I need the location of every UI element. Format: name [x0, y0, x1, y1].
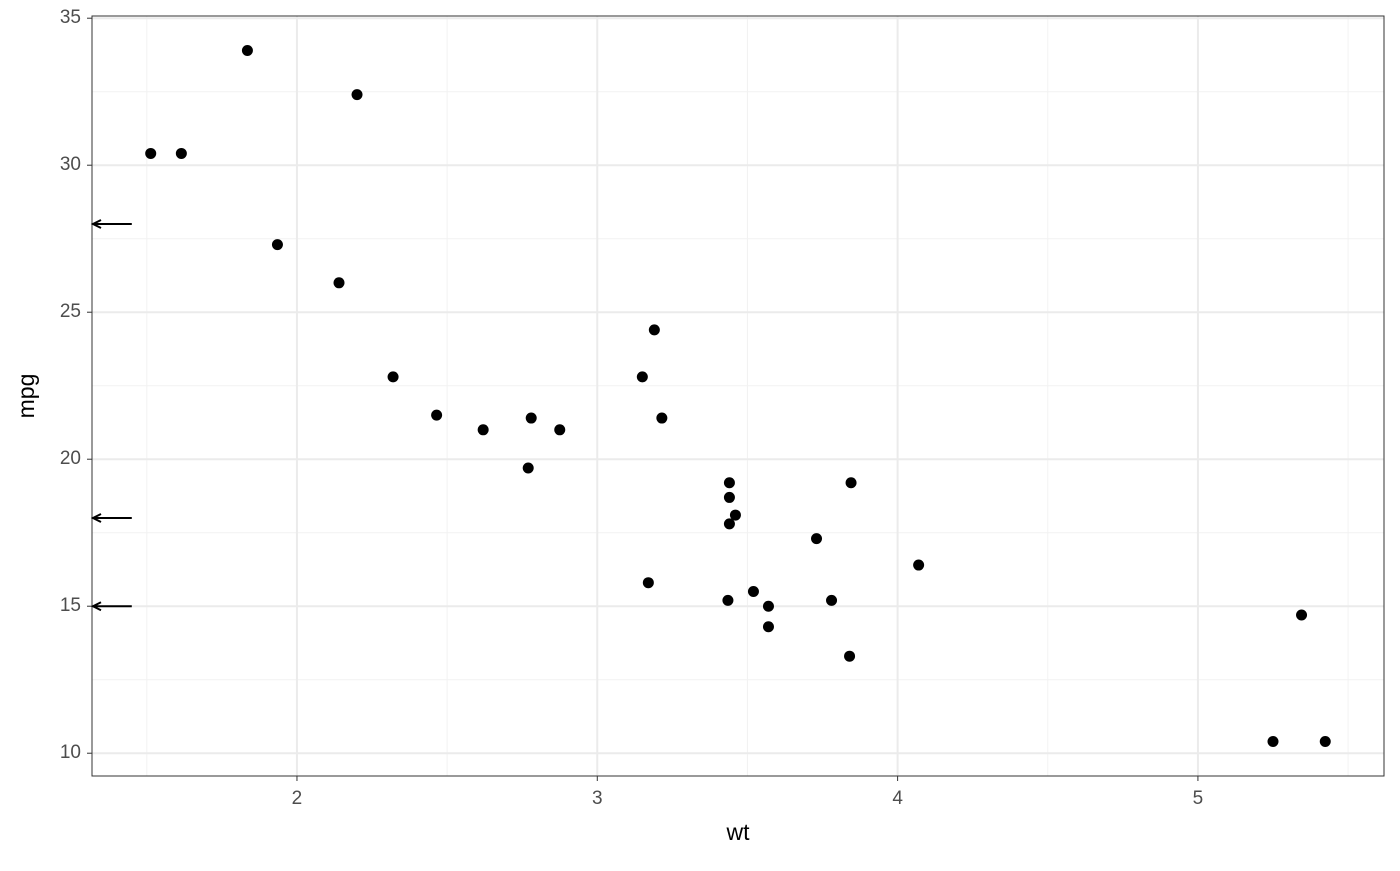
x-axis-title: wt: [726, 819, 751, 845]
y-axis-title: mpg: [13, 374, 39, 419]
y-tick-label: 15: [60, 595, 81, 616]
y-tick-label: 35: [60, 7, 81, 28]
point: [913, 559, 925, 571]
point: [431, 409, 443, 421]
point: [636, 371, 648, 383]
point: [656, 412, 668, 424]
point: [522, 462, 534, 474]
point: [811, 533, 823, 545]
point: [271, 239, 283, 251]
point: [351, 89, 363, 101]
point: [642, 577, 654, 589]
point: [1319, 735, 1331, 747]
arrow: [90, 601, 132, 612]
x-tick-label: 2: [292, 788, 303, 809]
y-tick-label: 10: [60, 742, 81, 763]
x-tick-label: 3: [592, 788, 603, 809]
point: [723, 518, 735, 530]
point: [844, 650, 856, 662]
point: [648, 324, 660, 336]
point: [845, 477, 857, 489]
point: [554, 424, 566, 436]
point: [762, 621, 774, 633]
point: [747, 586, 759, 598]
y-tick-label: 30: [60, 154, 81, 175]
arrow: [90, 513, 132, 523]
point: [333, 277, 345, 289]
point: [723, 477, 735, 489]
point: [723, 491, 735, 503]
point: [525, 412, 537, 424]
point: [722, 594, 734, 606]
y-tick-label: 25: [60, 301, 81, 322]
x-tick-label: 5: [1193, 788, 1204, 809]
x-tick-label: 4: [892, 788, 903, 809]
point: [477, 424, 489, 436]
point: [826, 594, 838, 606]
y-tick-label: 20: [60, 448, 81, 469]
point: [241, 45, 253, 57]
point: [145, 147, 157, 159]
point: [175, 147, 187, 159]
panel-border: [91, 15, 1385, 777]
point: [729, 509, 741, 521]
point: [762, 600, 774, 612]
point: [387, 371, 399, 383]
point: [1296, 609, 1308, 621]
point: [1267, 735, 1279, 747]
arrow: [90, 219, 132, 229]
